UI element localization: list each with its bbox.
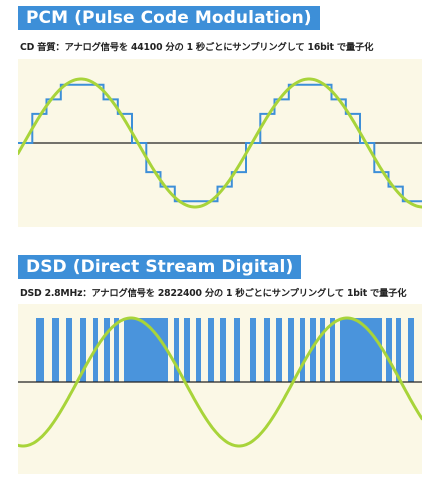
pcm-title: PCM (Pulse Code Modulation) [18, 6, 320, 30]
pcm-svg [18, 77, 422, 209]
dsd-pulse-bar [124, 318, 168, 382]
dsd-pulse-bar [104, 318, 110, 382]
dsd-analog-wave [18, 316, 422, 448]
dsd-pulse-bar [196, 318, 201, 382]
dsd-pulse-bar [310, 318, 316, 382]
dsd-pulse-bar [408, 318, 414, 382]
dsd-pulse-bar [174, 318, 179, 382]
dsd-pulse-bar [250, 318, 256, 382]
dsd-pulse-bar [320, 318, 325, 382]
dsd-pulse-bar [300, 318, 305, 382]
dsd-pulse-bar [184, 318, 190, 382]
dsd-diagram [18, 304, 422, 474]
dsd-pulse-bar [220, 318, 226, 382]
dsd-svg [18, 316, 422, 448]
dsd-pulse-bar [114, 318, 119, 382]
dsd-pulse-bar [264, 318, 270, 382]
dsd-pulse-bar [396, 318, 401, 382]
dsd-pulse-bar [330, 318, 335, 382]
dsd-caption: DSD 2.8MHz：アナログ信号を 2822400 分の 1 秒ごとにサンプリ… [20, 288, 407, 299]
dsd-pulse-bar [340, 318, 382, 382]
dsd-pulse-bar [288, 318, 294, 382]
dsd-pulse-bar [276, 318, 282, 382]
dsd-pulse-bar [52, 318, 59, 382]
dsd-pulse-bar [208, 318, 214, 382]
dsd-pulse-bar [234, 318, 240, 382]
dsd-pulse-bar [36, 318, 44, 382]
dsd-title: DSD (Direct Stream Digital) [18, 255, 302, 279]
pcm-analog-wave [18, 77, 422, 209]
pcm-diagram [18, 59, 422, 227]
pcm-caption: CD 音質：アナログ信号を 44100 分の 1 秒ごとにサンプリングして 16… [20, 42, 374, 53]
dsd-pulse-bar [80, 318, 86, 382]
dsd-pulse-bar [386, 318, 392, 382]
dsd-pulse-bar [66, 318, 72, 382]
